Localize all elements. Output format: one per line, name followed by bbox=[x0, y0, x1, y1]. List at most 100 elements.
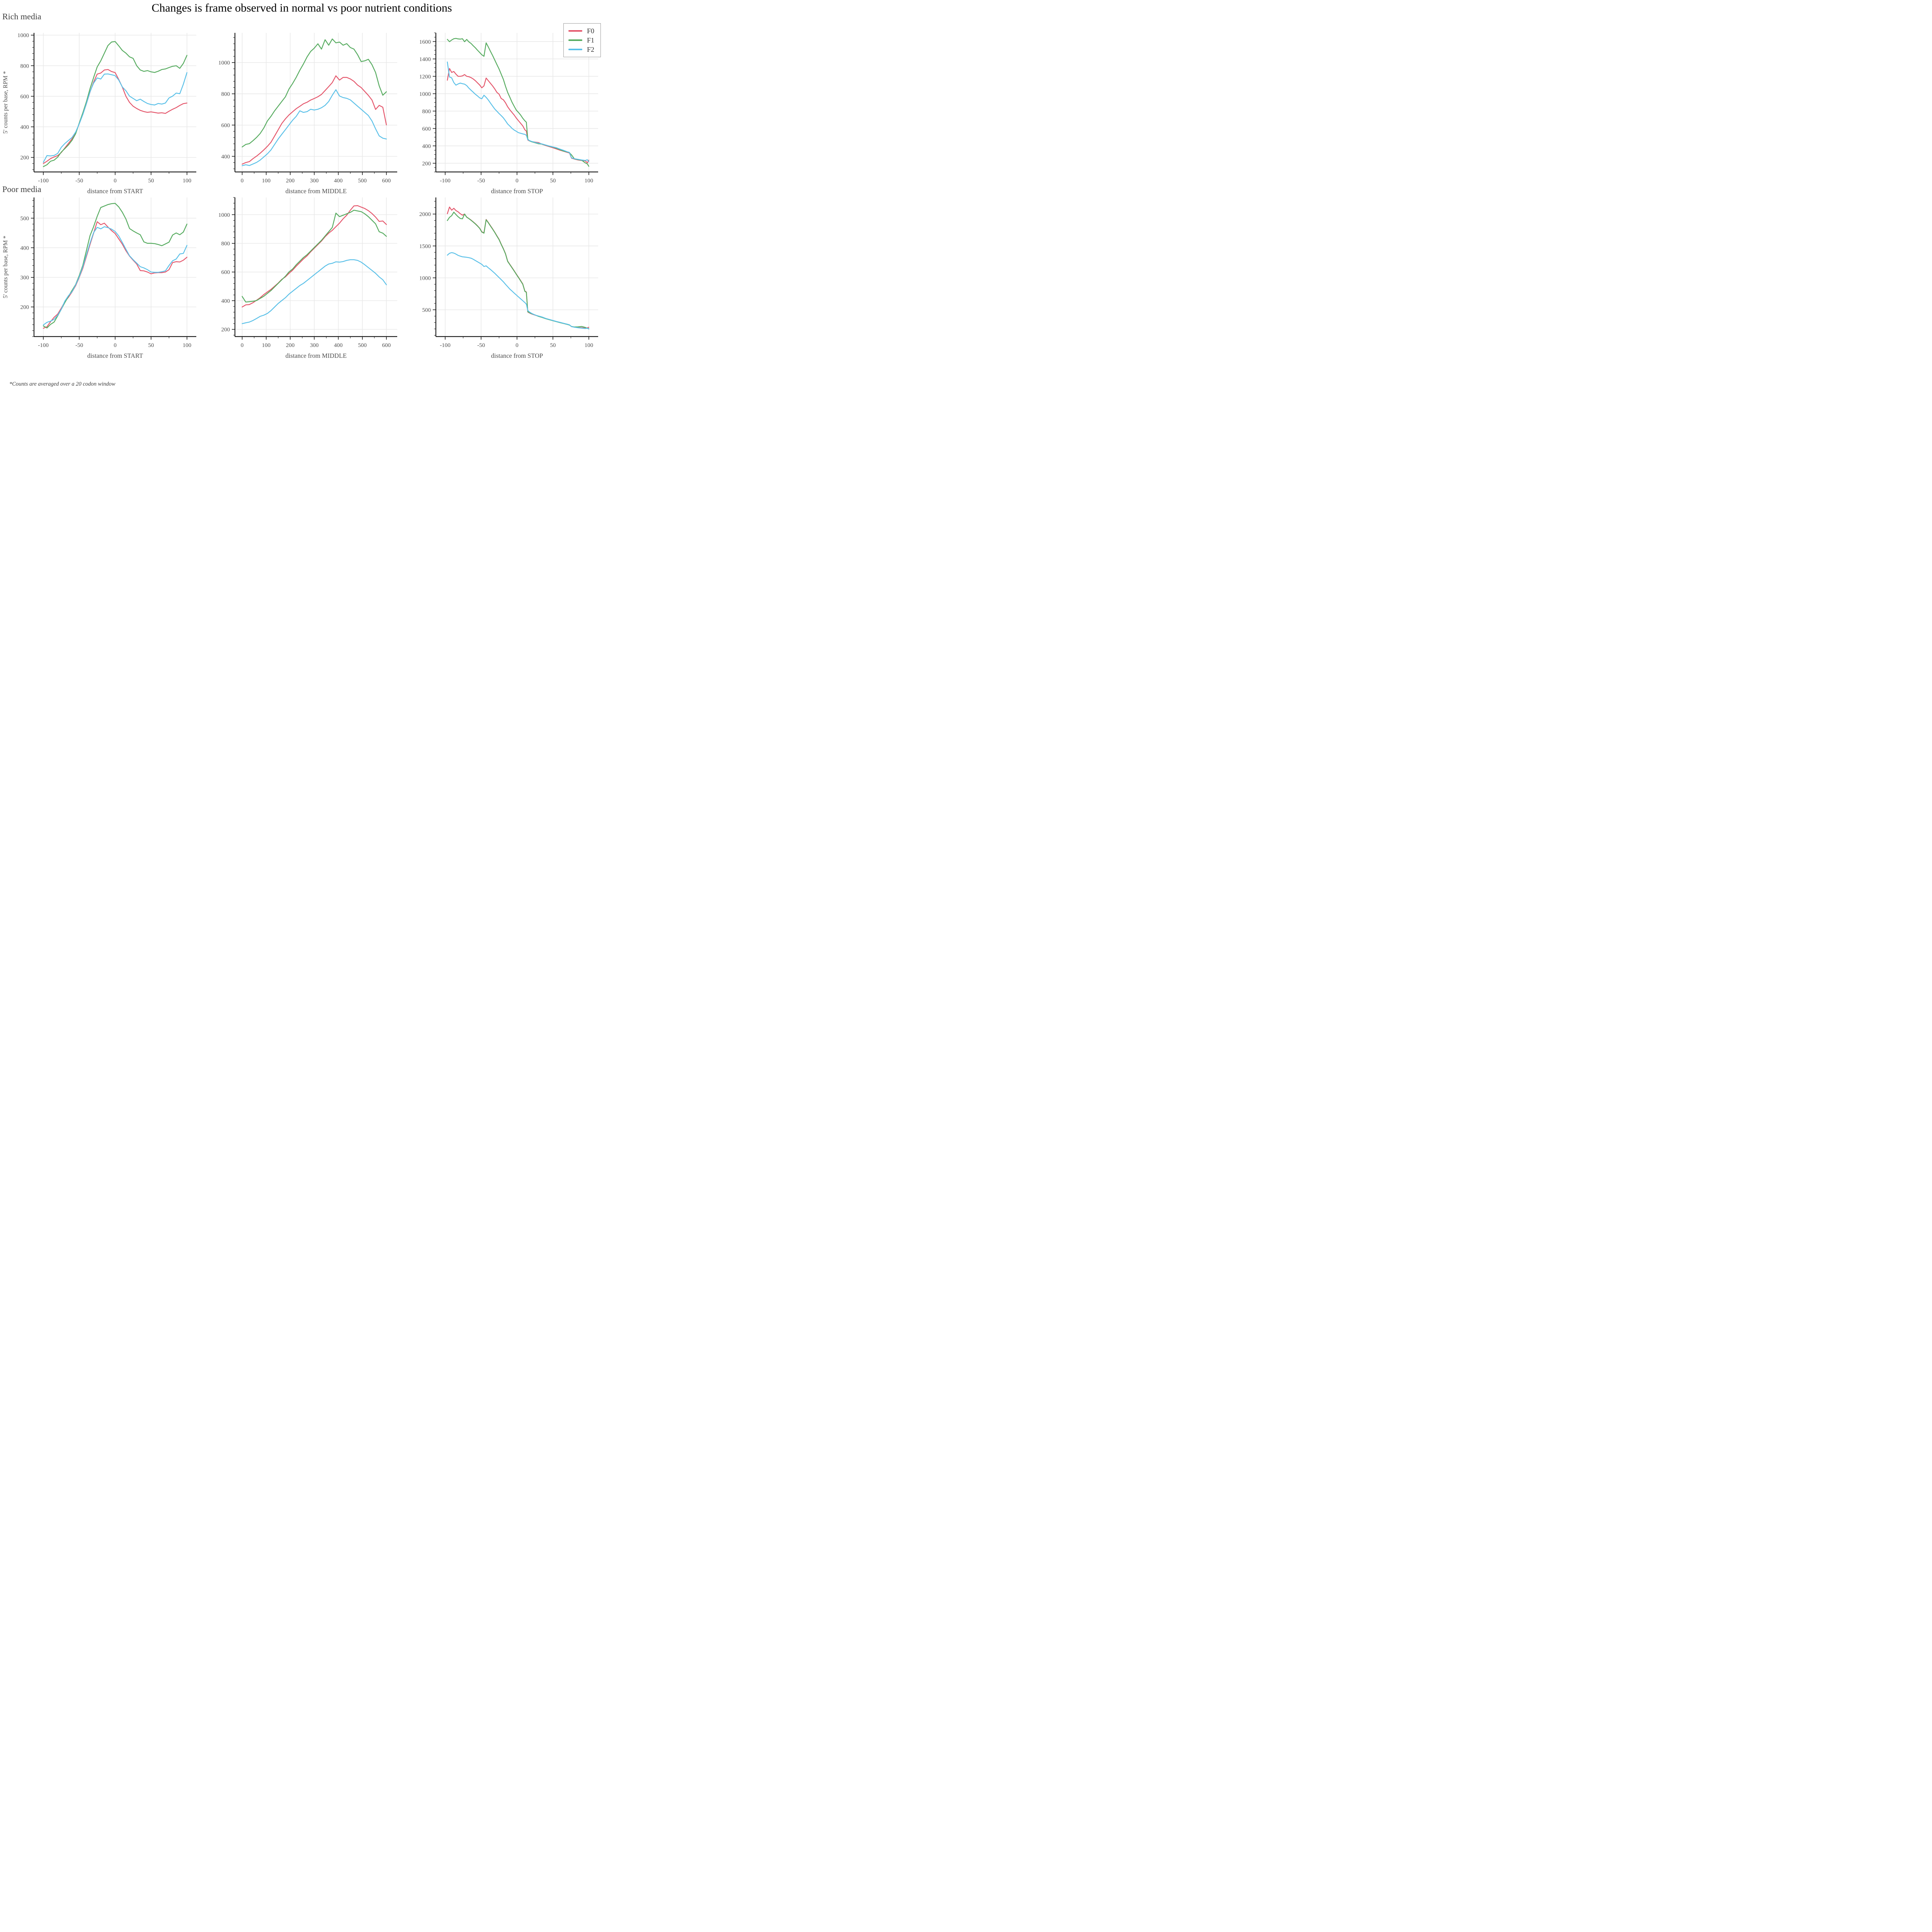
chart-svg-poor-stop: 500 1000 1500 2000 -100 -50 0 50 100 distance fro… bbox=[419, 197, 598, 359]
chart-svg-poor-start: 200 300 400 500 -100 -50 0 50 100 distance from S… bbox=[2, 197, 196, 359]
x-tick-label: 0 bbox=[515, 178, 519, 184]
y-tick-label: 600 bbox=[422, 126, 431, 132]
y-tick-label: 1000 bbox=[218, 60, 230, 66]
legend-f1-line-swatch bbox=[568, 39, 582, 41]
y-tick-label: 2000 bbox=[419, 211, 431, 218]
x-axis-label: distance from STOP bbox=[491, 187, 543, 195]
series-F2-line bbox=[242, 89, 387, 166]
chart-row-poor: 200 300 400 500 -100 -50 0 50 100 distance from S… bbox=[1, 195, 604, 361]
x-axis-label: distance from MIDDLE bbox=[286, 352, 347, 359]
x-tick-label: 0 bbox=[241, 178, 244, 184]
legend-f0-label: F0 bbox=[587, 27, 594, 35]
series-F0-line bbox=[242, 205, 387, 308]
y-tick-label: 1000 bbox=[419, 275, 431, 281]
y-tick-label: 200 bbox=[20, 155, 29, 161]
legend-row-f2: F2 bbox=[568, 45, 594, 54]
y-tick-label: 1500 bbox=[419, 243, 431, 250]
y-tick-label: 1200 bbox=[419, 74, 431, 80]
legend-row-f0: F0 bbox=[568, 26, 594, 36]
y-tick-label: 800 bbox=[221, 241, 230, 247]
series-F2-line bbox=[43, 226, 187, 326]
series-F1-line bbox=[447, 38, 589, 167]
x-tick-label: 50 bbox=[550, 178, 556, 184]
series-F0-line bbox=[242, 75, 387, 165]
y-tick-label: 1400 bbox=[419, 56, 431, 63]
x-axis-label: distance from MIDDLE bbox=[286, 187, 347, 195]
x-axis-label: distance from START bbox=[87, 187, 143, 195]
series-F1-line bbox=[447, 211, 589, 329]
chart-svg-rich-middle: 400 600 800 1000 0 100 200 300 400 500 600 distance… bbox=[218, 33, 397, 195]
x-tick-label: 500 bbox=[358, 178, 367, 184]
x-tick-label: 100 bbox=[585, 178, 594, 184]
x-tick-label: -100 bbox=[440, 342, 451, 349]
x-tick-label: -50 bbox=[75, 342, 83, 349]
chart-poor-middle: 200 400 600 800 1000 0 100 200 300 400 500 600 dista… bbox=[202, 195, 403, 361]
y-tick-label: 500 bbox=[422, 307, 431, 313]
x-tick-label: 600 bbox=[382, 178, 391, 184]
y-tick-label: 300 bbox=[20, 275, 29, 281]
figure: Changes is frame observed in normal vs p… bbox=[0, 0, 604, 389]
x-tick-label: 300 bbox=[310, 342, 319, 349]
y-tick-label: 200 bbox=[422, 161, 431, 167]
series-F1-line bbox=[43, 203, 187, 328]
chart-row-rich: 200 400 600 800 1000 -100 -50 0 50 100 distance fr… bbox=[1, 31, 604, 197]
y-tick-label: 600 bbox=[221, 122, 230, 129]
y-tick-label: 1000 bbox=[17, 32, 29, 39]
y-axis-label: 5' counts per base, RPM * bbox=[2, 236, 9, 298]
series-F2-line bbox=[242, 259, 387, 324]
series-F1-line bbox=[242, 209, 387, 303]
legend-f2-label: F2 bbox=[587, 45, 594, 53]
chart-rich-stop: 200 400 600 800 1000 1200 1400 1600 -100 -50 0 50 10… bbox=[403, 31, 604, 197]
x-tick-label: 100 bbox=[183, 178, 192, 184]
x-tick-label: 0 bbox=[114, 178, 117, 184]
y-tick-label: 800 bbox=[422, 109, 431, 115]
chart-svg-rich-start: 200 400 600 800 1000 -100 -50 0 50 100 distance fr… bbox=[2, 32, 196, 195]
x-tick-label: -100 bbox=[38, 178, 49, 184]
x-tick-label: 200 bbox=[286, 342, 295, 349]
series-F0-line bbox=[447, 68, 589, 163]
y-tick-label: 400 bbox=[221, 154, 230, 160]
x-tick-label: 600 bbox=[382, 342, 391, 349]
legend-row-f1: F1 bbox=[568, 36, 594, 45]
y-tick-label: 500 bbox=[20, 216, 29, 222]
x-tick-label: 400 bbox=[334, 178, 343, 184]
x-tick-label: 0 bbox=[114, 342, 117, 349]
y-tick-label: 200 bbox=[20, 304, 29, 311]
x-tick-label: 400 bbox=[334, 342, 343, 349]
legend: F0 F1 F2 bbox=[563, 23, 601, 57]
chart-svg-poor-middle: 200 400 600 800 1000 0 100 200 300 400 500 600 dista… bbox=[218, 197, 397, 359]
x-tick-label: 50 bbox=[148, 178, 154, 184]
y-tick-label: 200 bbox=[221, 327, 230, 333]
chart-svg-rich-stop: 200 400 600 800 1000 1200 1400 1600 -100 -50 0 50 10… bbox=[419, 32, 598, 195]
y-tick-label: 400 bbox=[20, 245, 29, 251]
y-tick-label: 800 bbox=[20, 63, 29, 69]
x-tick-label: 50 bbox=[550, 342, 556, 349]
x-tick-label: -100 bbox=[440, 178, 451, 184]
x-tick-label: 500 bbox=[358, 342, 367, 349]
x-axis-label: distance from START bbox=[87, 352, 143, 359]
x-tick-label: -50 bbox=[75, 178, 83, 184]
y-tick-label: 400 bbox=[221, 298, 230, 304]
x-tick-label: 100 bbox=[585, 342, 594, 349]
x-tick-label: 0 bbox=[515, 342, 519, 349]
series-F2-line bbox=[43, 72, 187, 163]
y-tick-label: 600 bbox=[221, 269, 230, 276]
x-tick-label: 100 bbox=[183, 342, 192, 349]
figure-title: Changes is frame observed in normal vs p… bbox=[151, 2, 452, 14]
series-F1-line bbox=[43, 41, 187, 167]
chart-poor-start: 200 300 400 500 -100 -50 0 50 100 distance from S… bbox=[1, 195, 202, 361]
y-axis-label: 5' counts per base, RPM * bbox=[2, 71, 9, 134]
x-tick-label: 200 bbox=[286, 178, 295, 184]
x-tick-label: -50 bbox=[477, 178, 485, 184]
x-tick-label: -50 bbox=[477, 342, 485, 349]
legend-f2-line-swatch bbox=[568, 48, 582, 51]
y-tick-label: 1000 bbox=[419, 91, 431, 97]
legend-f0-line-swatch bbox=[568, 30, 582, 32]
y-tick-label: 800 bbox=[221, 91, 230, 97]
y-tick-label: 1000 bbox=[218, 212, 230, 218]
footnote: *Counts are averaged over a 20 codon win… bbox=[9, 381, 116, 387]
row-label-poor-media: Poor media bbox=[2, 184, 41, 194]
y-tick-label: 400 bbox=[422, 143, 431, 150]
y-tick-label: 400 bbox=[20, 124, 29, 131]
x-tick-label: 100 bbox=[262, 178, 271, 184]
